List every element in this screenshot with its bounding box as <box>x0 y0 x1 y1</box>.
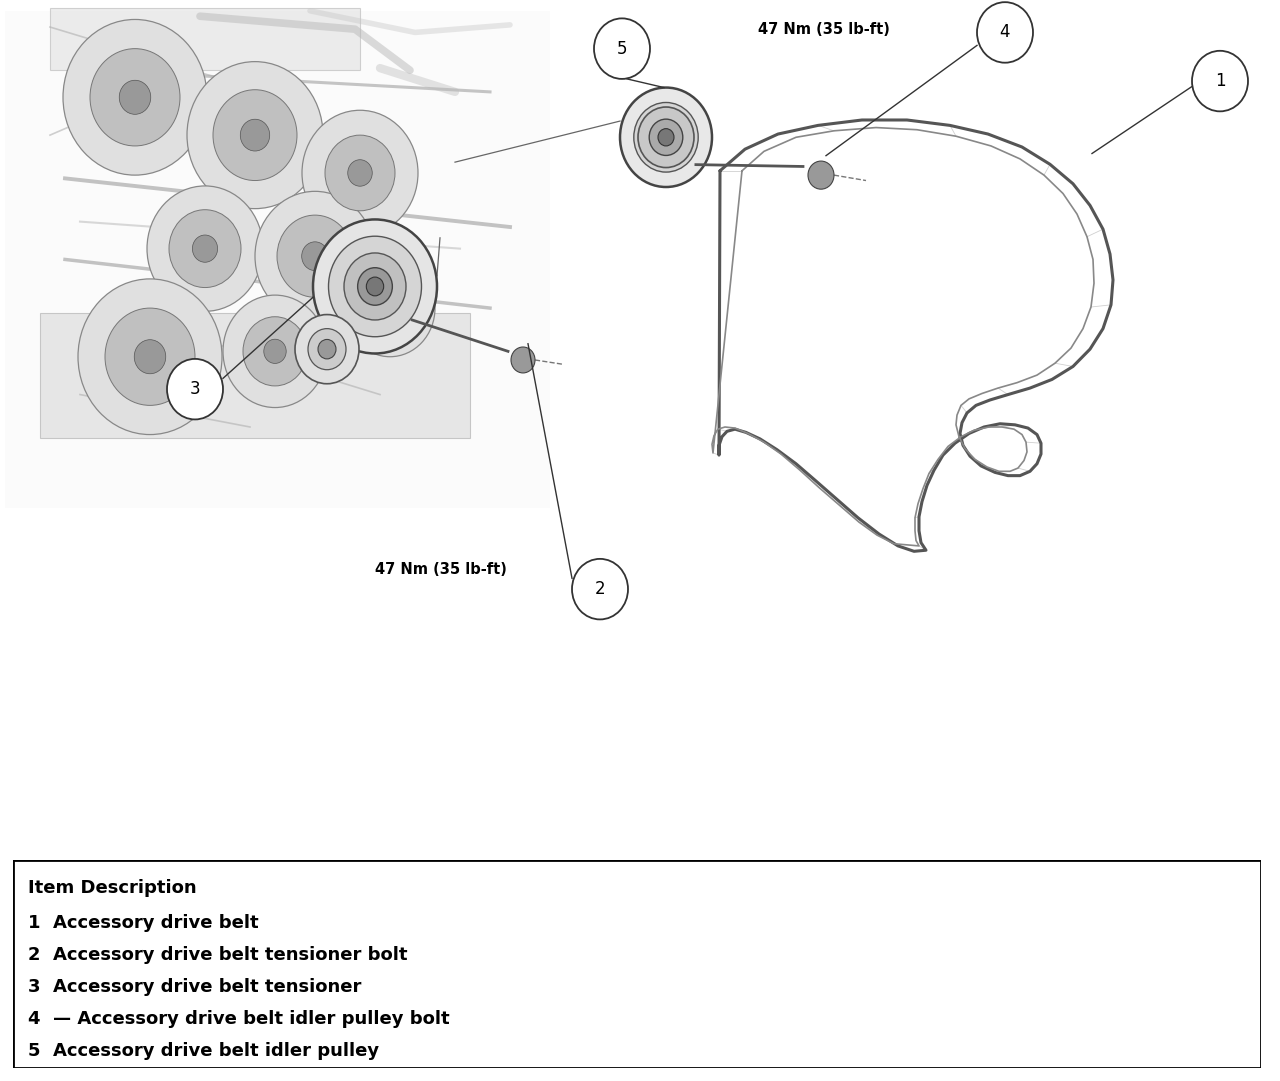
Text: 47 Nm (35 lb-ft): 47 Nm (35 lb-ft) <box>375 562 507 577</box>
Circle shape <box>637 107 694 168</box>
Text: 3: 3 <box>189 381 200 398</box>
Circle shape <box>302 242 328 270</box>
Text: Item Description: Item Description <box>28 880 196 897</box>
Circle shape <box>264 339 287 363</box>
Circle shape <box>366 277 384 296</box>
Text: 2  Accessory drive belt tensioner bolt: 2 Accessory drive belt tensioner bolt <box>28 946 407 964</box>
Circle shape <box>977 2 1033 63</box>
Circle shape <box>90 49 180 146</box>
Circle shape <box>212 90 297 181</box>
Circle shape <box>594 18 650 79</box>
Text: 4  — Accessory drive belt idler pulley bolt: 4 — Accessory drive belt idler pulley bo… <box>28 1010 449 1028</box>
Circle shape <box>169 210 241 288</box>
Bar <box>50 8 360 70</box>
Text: 1  Accessory drive belt: 1 Accessory drive belt <box>28 913 259 932</box>
Text: 3  Accessory drive belt tensioner: 3 Accessory drive belt tensioner <box>28 978 361 996</box>
Circle shape <box>329 236 421 337</box>
Circle shape <box>620 88 712 187</box>
Circle shape <box>63 19 207 175</box>
Circle shape <box>119 80 151 115</box>
Circle shape <box>357 268 393 305</box>
Circle shape <box>1192 51 1248 111</box>
Circle shape <box>78 279 221 435</box>
Circle shape <box>808 161 835 189</box>
Circle shape <box>511 347 535 373</box>
Circle shape <box>243 317 307 386</box>
Circle shape <box>187 62 323 209</box>
FancyBboxPatch shape <box>5 11 550 508</box>
Text: 5: 5 <box>617 40 627 57</box>
Circle shape <box>302 110 419 236</box>
Circle shape <box>241 119 270 151</box>
Circle shape <box>346 259 435 357</box>
Text: 47 Nm (35 lb-ft): 47 Nm (35 lb-ft) <box>758 22 890 37</box>
Circle shape <box>105 308 195 405</box>
Circle shape <box>380 297 399 319</box>
Circle shape <box>649 119 682 156</box>
Text: 5  Accessory drive belt idler pulley: 5 Accessory drive belt idler pulley <box>28 1042 379 1060</box>
Text: 4: 4 <box>1000 24 1010 41</box>
Circle shape <box>223 295 326 408</box>
Circle shape <box>166 359 223 419</box>
Circle shape <box>294 315 358 384</box>
Circle shape <box>134 339 165 374</box>
Bar <box>40 313 470 438</box>
Circle shape <box>348 160 372 186</box>
Circle shape <box>572 559 628 619</box>
Circle shape <box>314 219 436 353</box>
Circle shape <box>344 253 406 320</box>
Circle shape <box>325 135 396 211</box>
Circle shape <box>255 191 375 321</box>
Circle shape <box>192 235 218 263</box>
Circle shape <box>317 339 335 359</box>
Circle shape <box>276 215 353 297</box>
Circle shape <box>308 329 346 370</box>
Circle shape <box>147 186 262 311</box>
Text: 1: 1 <box>1215 72 1225 90</box>
Circle shape <box>658 129 675 146</box>
Circle shape <box>362 278 419 338</box>
Text: 2: 2 <box>595 580 605 598</box>
Circle shape <box>634 103 698 172</box>
